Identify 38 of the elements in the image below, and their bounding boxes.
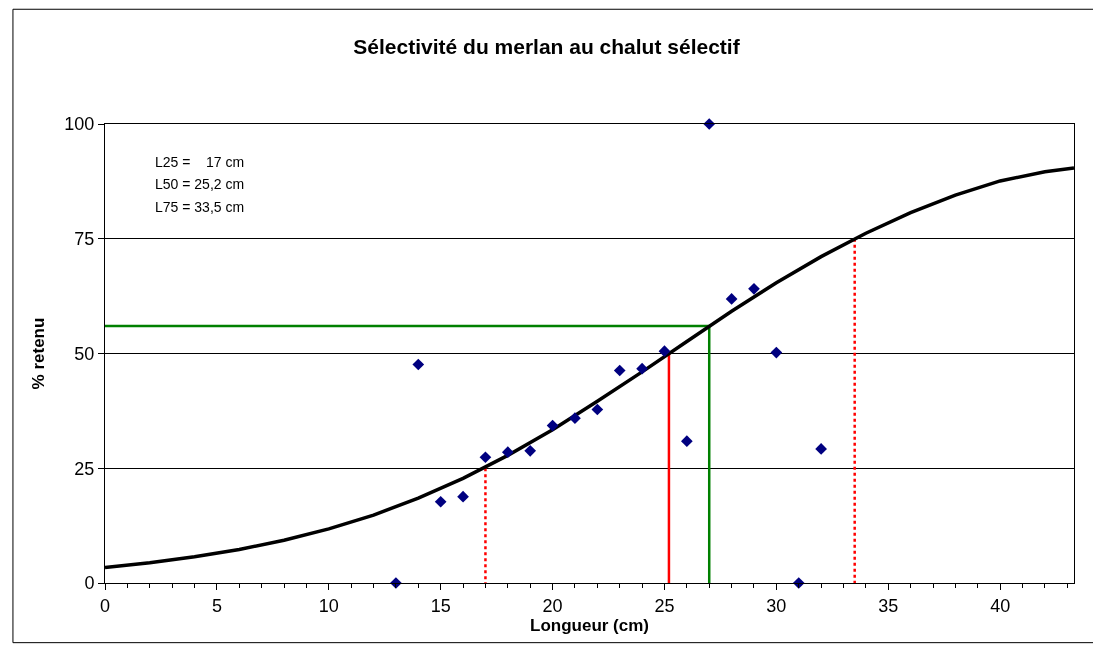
point [546,419,559,432]
x-tick-label: 5 [211,595,222,616]
x-tick-label: 25 [654,595,675,616]
x-tick-label: 40 [990,595,1011,616]
y-tick-label: 50 [74,343,95,364]
chart-title: Sélectivité du merlan au chalut sélectif [353,35,741,59]
y-tick-label: 0 [84,573,95,594]
x-tick-label: 10 [318,595,339,616]
point [412,358,425,371]
point [569,412,581,425]
point [681,435,693,448]
point [501,446,514,459]
y-tick-label: 25 [74,458,95,479]
x-tick-label: 15 [430,595,451,616]
point [770,346,783,359]
point [613,364,626,377]
x-axis-title: Longueur (cm) [530,615,649,635]
x-tick-label: 35 [878,595,899,616]
point [815,443,827,455]
point [636,362,648,375]
annotation: L50 = 25,2 cm [155,176,245,192]
y-axis-title: % retenu [28,317,48,390]
y-tick-label: 100 [64,114,95,135]
point [703,118,716,130]
x-tick-label: 0 [99,595,111,616]
point [748,282,760,295]
y-tick-label: 75 [74,229,95,250]
point [658,345,671,358]
point [457,490,469,503]
x-tick-label: 20 [542,595,563,616]
annotation: L25 = 17 cm [155,154,245,170]
point [725,293,738,305]
annotation: L75 = 33,5 cm [155,199,245,215]
point [434,495,447,508]
point [524,444,537,457]
point [591,403,604,416]
x-tick-label: 30 [766,595,787,616]
point [479,451,492,464]
